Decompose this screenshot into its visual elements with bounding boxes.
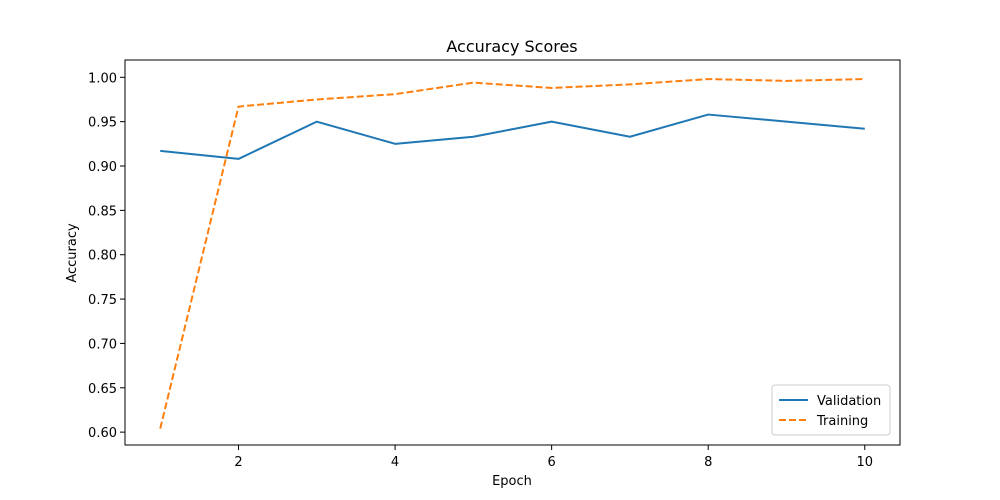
x-tick-label: 8 xyxy=(704,455,712,470)
x-axis-label: Epoch xyxy=(492,474,532,489)
y-tick-label: 1.00 xyxy=(88,71,117,86)
x-tick-label: 6 xyxy=(548,455,556,470)
plot-area: 2 4 6 8 10 0.60 0.65 0.70 0.75 0.80 0.85 0.90 0.95 1.… xyxy=(88,59,901,470)
y-tick-label: 0.85 xyxy=(88,204,117,219)
legend-label-training: Training xyxy=(816,414,868,429)
plot-frame xyxy=(124,59,901,446)
y-tick-label: 0.95 xyxy=(88,116,117,131)
y-tick-label: 0.90 xyxy=(88,160,117,175)
x-tick-label: 10 xyxy=(856,455,873,470)
y-tick-label: 0.75 xyxy=(88,293,117,308)
legend: Validation Training xyxy=(771,384,891,436)
y-tick-label: 0.65 xyxy=(88,382,117,397)
legend-frame xyxy=(771,384,891,436)
x-tick-label: 4 xyxy=(391,455,399,470)
legend-label-validation: Validation xyxy=(817,394,881,409)
y-axis-label: Accuracy xyxy=(65,223,80,283)
series-line-validation xyxy=(160,113,865,160)
y-tick-label: 0.70 xyxy=(88,337,117,352)
chart-title: Accuracy Scores xyxy=(446,37,577,56)
y-tick-label: 0.80 xyxy=(88,249,117,264)
y-tick-label: 0.60 xyxy=(88,426,117,441)
series-line-training xyxy=(159,78,865,429)
x-tick-label: 2 xyxy=(234,455,242,470)
